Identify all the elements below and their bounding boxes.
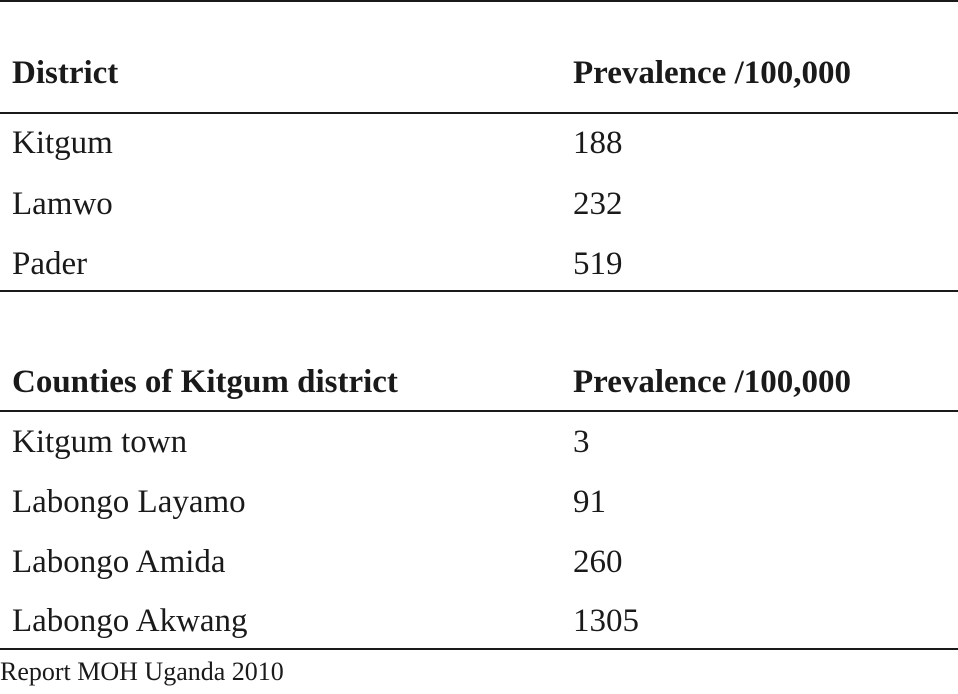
header-district: District xyxy=(12,55,119,91)
header-prevalence: Prevalence /100,000 xyxy=(573,364,851,400)
county-name: Labongo Akwang xyxy=(12,603,248,639)
header-counties: Counties of Kitgum district xyxy=(12,364,398,400)
county-name: Labongo Amida xyxy=(12,544,226,580)
prevalence-value: 1305 xyxy=(573,603,639,639)
district-name: Lamwo xyxy=(12,186,113,222)
county-name: Kitgum town xyxy=(12,424,188,460)
table-bottom-rule xyxy=(0,648,958,650)
source-note: Report MOH Uganda 2010 xyxy=(0,657,284,686)
prevalence-value: 232 xyxy=(573,186,623,222)
header-prevalence: Prevalence /100,000 xyxy=(573,55,851,91)
district-name: Pader xyxy=(12,246,88,282)
top-rule xyxy=(0,0,958,2)
prevalence-value: 260 xyxy=(573,544,623,580)
prevalence-value: 188 xyxy=(573,125,623,161)
header-rule xyxy=(0,410,958,412)
header-rule xyxy=(0,112,958,114)
prevalence-value: 3 xyxy=(573,424,590,460)
district-name: Kitgum xyxy=(12,125,113,161)
table-bottom-rule xyxy=(0,290,958,292)
county-name: Labongo Layamo xyxy=(12,484,246,520)
prevalence-value: 519 xyxy=(573,246,623,282)
prevalence-value: 91 xyxy=(573,484,606,520)
